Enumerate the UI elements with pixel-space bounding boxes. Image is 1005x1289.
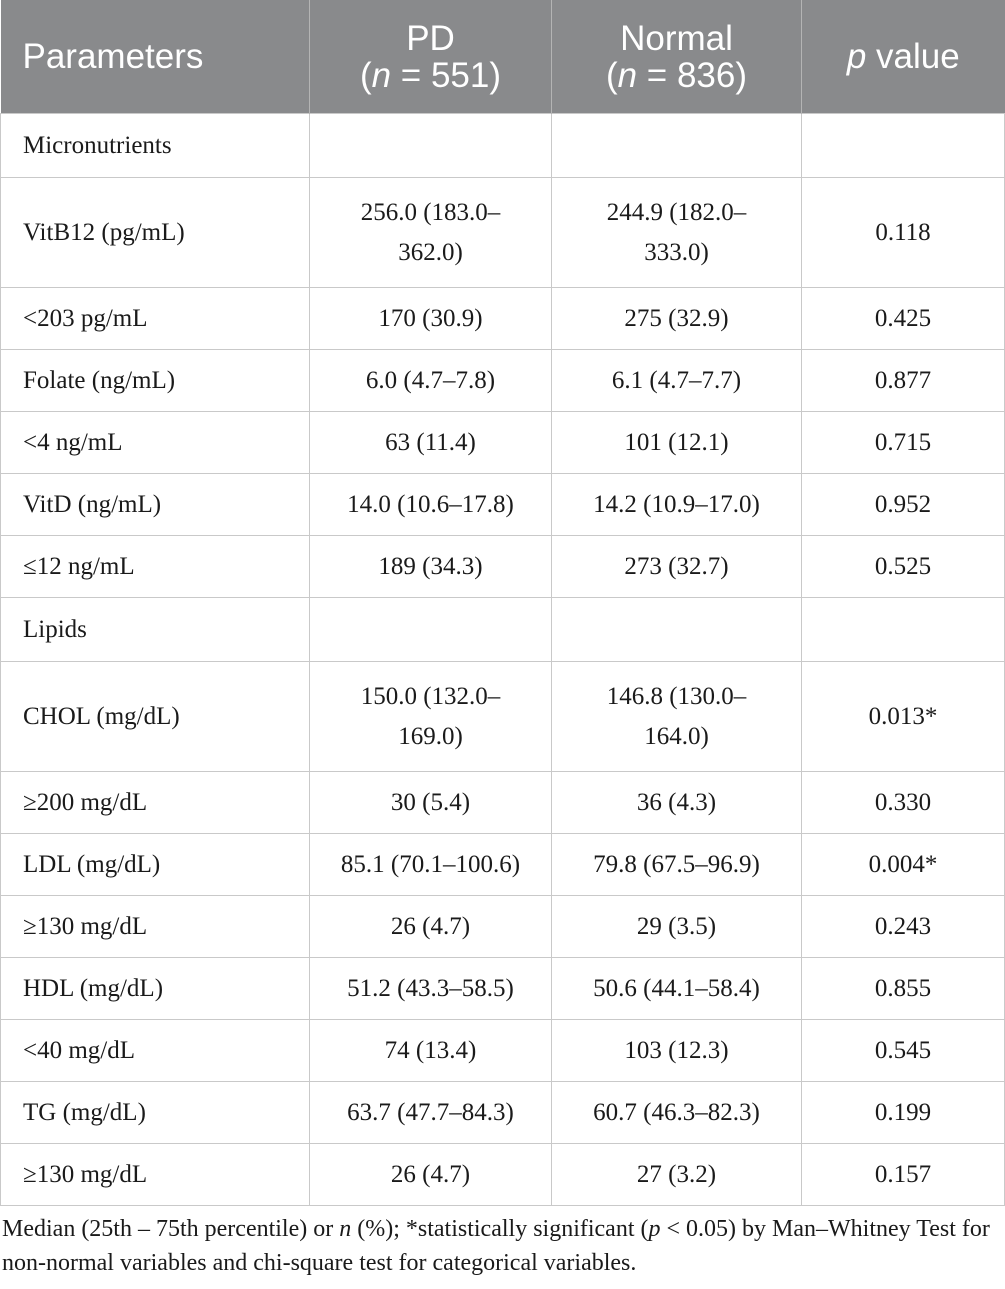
- p-value-cell: 0.855: [801, 957, 1005, 1020]
- table-row: ≤12 ng/mL 189 (34.3) 273 (32.7) 0.525: [0, 535, 1005, 598]
- header-pd-count: (n = 551): [359, 55, 502, 95]
- empty-cell: [551, 597, 802, 662]
- normal-value-cell: 79.8 (67.5–96.9): [551, 833, 802, 896]
- empty-cell: [801, 597, 1005, 662]
- parameter-cell: ≥130 mg/dL: [0, 1143, 310, 1206]
- table-row: HDL (mg/dL) 51.2 (43.3–58.5) 50.6 (44.1–58…: [0, 957, 1005, 1020]
- parameter-cell: VitD (ng/mL): [0, 473, 310, 536]
- table-footnote: Median (25th – 75th percentile) or n (%)…: [2, 1216, 990, 1276]
- parameter-cell: <4 ng/mL: [0, 411, 310, 474]
- parameter-cell: CHOL (mg/dL): [0, 661, 310, 772]
- parameter-cell: VitB12 (pg/mL): [0, 177, 310, 288]
- empty-cell: [551, 113, 802, 178]
- parameter-cell: ≥200 mg/dL: [0, 771, 310, 834]
- p-value-cell: 0.157: [801, 1143, 1005, 1206]
- pd-value-cell: 6.0 (4.7–7.8): [309, 349, 552, 412]
- section-label: Micronutrients: [0, 113, 310, 178]
- pd-value-cell: 170 (30.9): [309, 287, 552, 350]
- table-body: Micronutrients VitB12 (pg/mL) 256.0 (183.0…: [0, 113, 1005, 1206]
- table-row: ≥200 mg/dL 30 (5.4) 36 (4.3) 0.330: [0, 771, 1005, 834]
- pd-value-cell: 14.0 (10.6–17.8): [309, 473, 552, 536]
- empty-cell: [309, 113, 552, 178]
- normal-value-cell: 273 (32.7): [551, 535, 802, 598]
- p-value-cell: 0.118: [801, 177, 1005, 288]
- p-value-cell: 0.545: [801, 1019, 1005, 1082]
- table-row: VitB12 (pg/mL) 256.0 (183.0– 362.0) 244.9 (…: [0, 177, 1005, 288]
- header-normal-count: (n = 836): [605, 55, 748, 95]
- pd-value-cell: 63.7 (47.7–84.3): [309, 1081, 552, 1144]
- header-pd-title: PD: [406, 18, 455, 58]
- parameter-cell: ≥130 mg/dL: [0, 895, 310, 958]
- section-label: Lipids: [0, 597, 310, 662]
- empty-cell: [309, 597, 552, 662]
- table-row: ≥130 mg/dL 26 (4.7) 29 (3.5) 0.243: [0, 895, 1005, 958]
- p-value-cell: 0.425: [801, 287, 1005, 350]
- table-section-row: Lipids: [0, 597, 1005, 662]
- normal-value-cell: 244.9 (182.0– 333.0): [551, 177, 802, 288]
- parameter-cell: TG (mg/dL): [0, 1081, 310, 1144]
- table-row: TG (mg/dL) 63.7 (47.7–84.3) 60.7 (46.3–82.…: [0, 1081, 1005, 1144]
- pd-value-cell: 85.1 (70.1–100.6): [309, 833, 552, 896]
- parameter-cell: ≤12 ng/mL: [0, 535, 310, 598]
- header-pd: PD (n = 551): [309, 0, 552, 114]
- header-normal: Normal (n = 836): [551, 0, 802, 114]
- pd-value-cell: 150.0 (132.0– 169.0): [309, 661, 552, 772]
- normal-value-cell: 36 (4.3): [551, 771, 802, 834]
- parameter-cell: HDL (mg/dL): [0, 957, 310, 1020]
- header-p-value: p value: [801, 0, 1005, 114]
- table-row: Folate (ng/mL) 6.0 (4.7–7.8) 6.1 (4.7–7.7)…: [0, 349, 1005, 412]
- normal-value-cell: 103 (12.3): [551, 1019, 802, 1082]
- parameter-cell: LDL (mg/dL): [0, 833, 310, 896]
- p-value-cell: 0.330: [801, 771, 1005, 834]
- table-row: CHOL (mg/dL) 150.0 (132.0– 169.0) 146.8 (13…: [0, 661, 1005, 772]
- normal-value-cell: 275 (32.9): [551, 287, 802, 350]
- table-section-row: Micronutrients: [0, 113, 1005, 178]
- pd-value-cell: 30 (5.4): [309, 771, 552, 834]
- pd-value-cell: 26 (4.7): [309, 1143, 552, 1206]
- header-normal-title: Normal: [620, 18, 733, 58]
- table-row: VitD (ng/mL) 14.0 (10.6–17.8) 14.2 (10.9–1…: [0, 473, 1005, 536]
- normal-value-cell: 50.6 (44.1–58.4): [551, 957, 802, 1020]
- normal-value-cell: 101 (12.1): [551, 411, 802, 474]
- header-parameters: Parameters: [0, 0, 310, 114]
- normal-value-cell: 27 (3.2): [551, 1143, 802, 1206]
- normal-value-cell: 60.7 (46.3–82.3): [551, 1081, 802, 1144]
- p-value-cell: 0.004*: [801, 833, 1005, 896]
- pd-value-cell: 51.2 (43.3–58.5): [309, 957, 552, 1020]
- p-value-cell: 0.715: [801, 411, 1005, 474]
- normal-value-cell: 146.8 (130.0– 164.0): [551, 661, 802, 772]
- pd-value-cell: 189 (34.3): [309, 535, 552, 598]
- table-row: <203 pg/mL 170 (30.9) 275 (32.9) 0.425: [0, 287, 1005, 350]
- pd-value-cell: 256.0 (183.0– 362.0): [309, 177, 552, 288]
- empty-cell: [801, 113, 1005, 178]
- normal-value-cell: 14.2 (10.9–17.0): [551, 473, 802, 536]
- p-value-cell: 0.243: [801, 895, 1005, 958]
- data-table: Parameters PD (n = 551) Normal (n = 836)…: [0, 0, 1005, 1206]
- parameter-cell: <203 pg/mL: [0, 287, 310, 350]
- table-row: LDL (mg/dL) 85.1 (70.1–100.6) 79.8 (67.5–9…: [0, 833, 1005, 896]
- table-row: <40 mg/dL 74 (13.4) 103 (12.3) 0.545: [0, 1019, 1005, 1082]
- table-row: ≥130 mg/dL 26 (4.7) 27 (3.2) 0.157: [0, 1143, 1005, 1206]
- parameter-cell: Folate (ng/mL): [0, 349, 310, 412]
- table-row: <4 ng/mL 63 (11.4) 101 (12.1) 0.715: [0, 411, 1005, 474]
- pd-value-cell: 26 (4.7): [309, 895, 552, 958]
- pd-value-cell: 74 (13.4): [309, 1019, 552, 1082]
- p-value-cell: 0.877: [801, 349, 1005, 412]
- normal-value-cell: 6.1 (4.7–7.7): [551, 349, 802, 412]
- p-value-cell: 0.525: [801, 535, 1005, 598]
- pd-value-cell: 63 (11.4): [309, 411, 552, 474]
- parameter-cell: <40 mg/dL: [0, 1019, 310, 1082]
- normal-value-cell: 29 (3.5): [551, 895, 802, 958]
- p-value-cell: 0.952: [801, 473, 1005, 536]
- p-value-cell: 0.013*: [801, 661, 1005, 772]
- table-header: Parameters PD (n = 551) Normal (n = 836)…: [0, 0, 1005, 114]
- p-value-cell: 0.199: [801, 1081, 1005, 1144]
